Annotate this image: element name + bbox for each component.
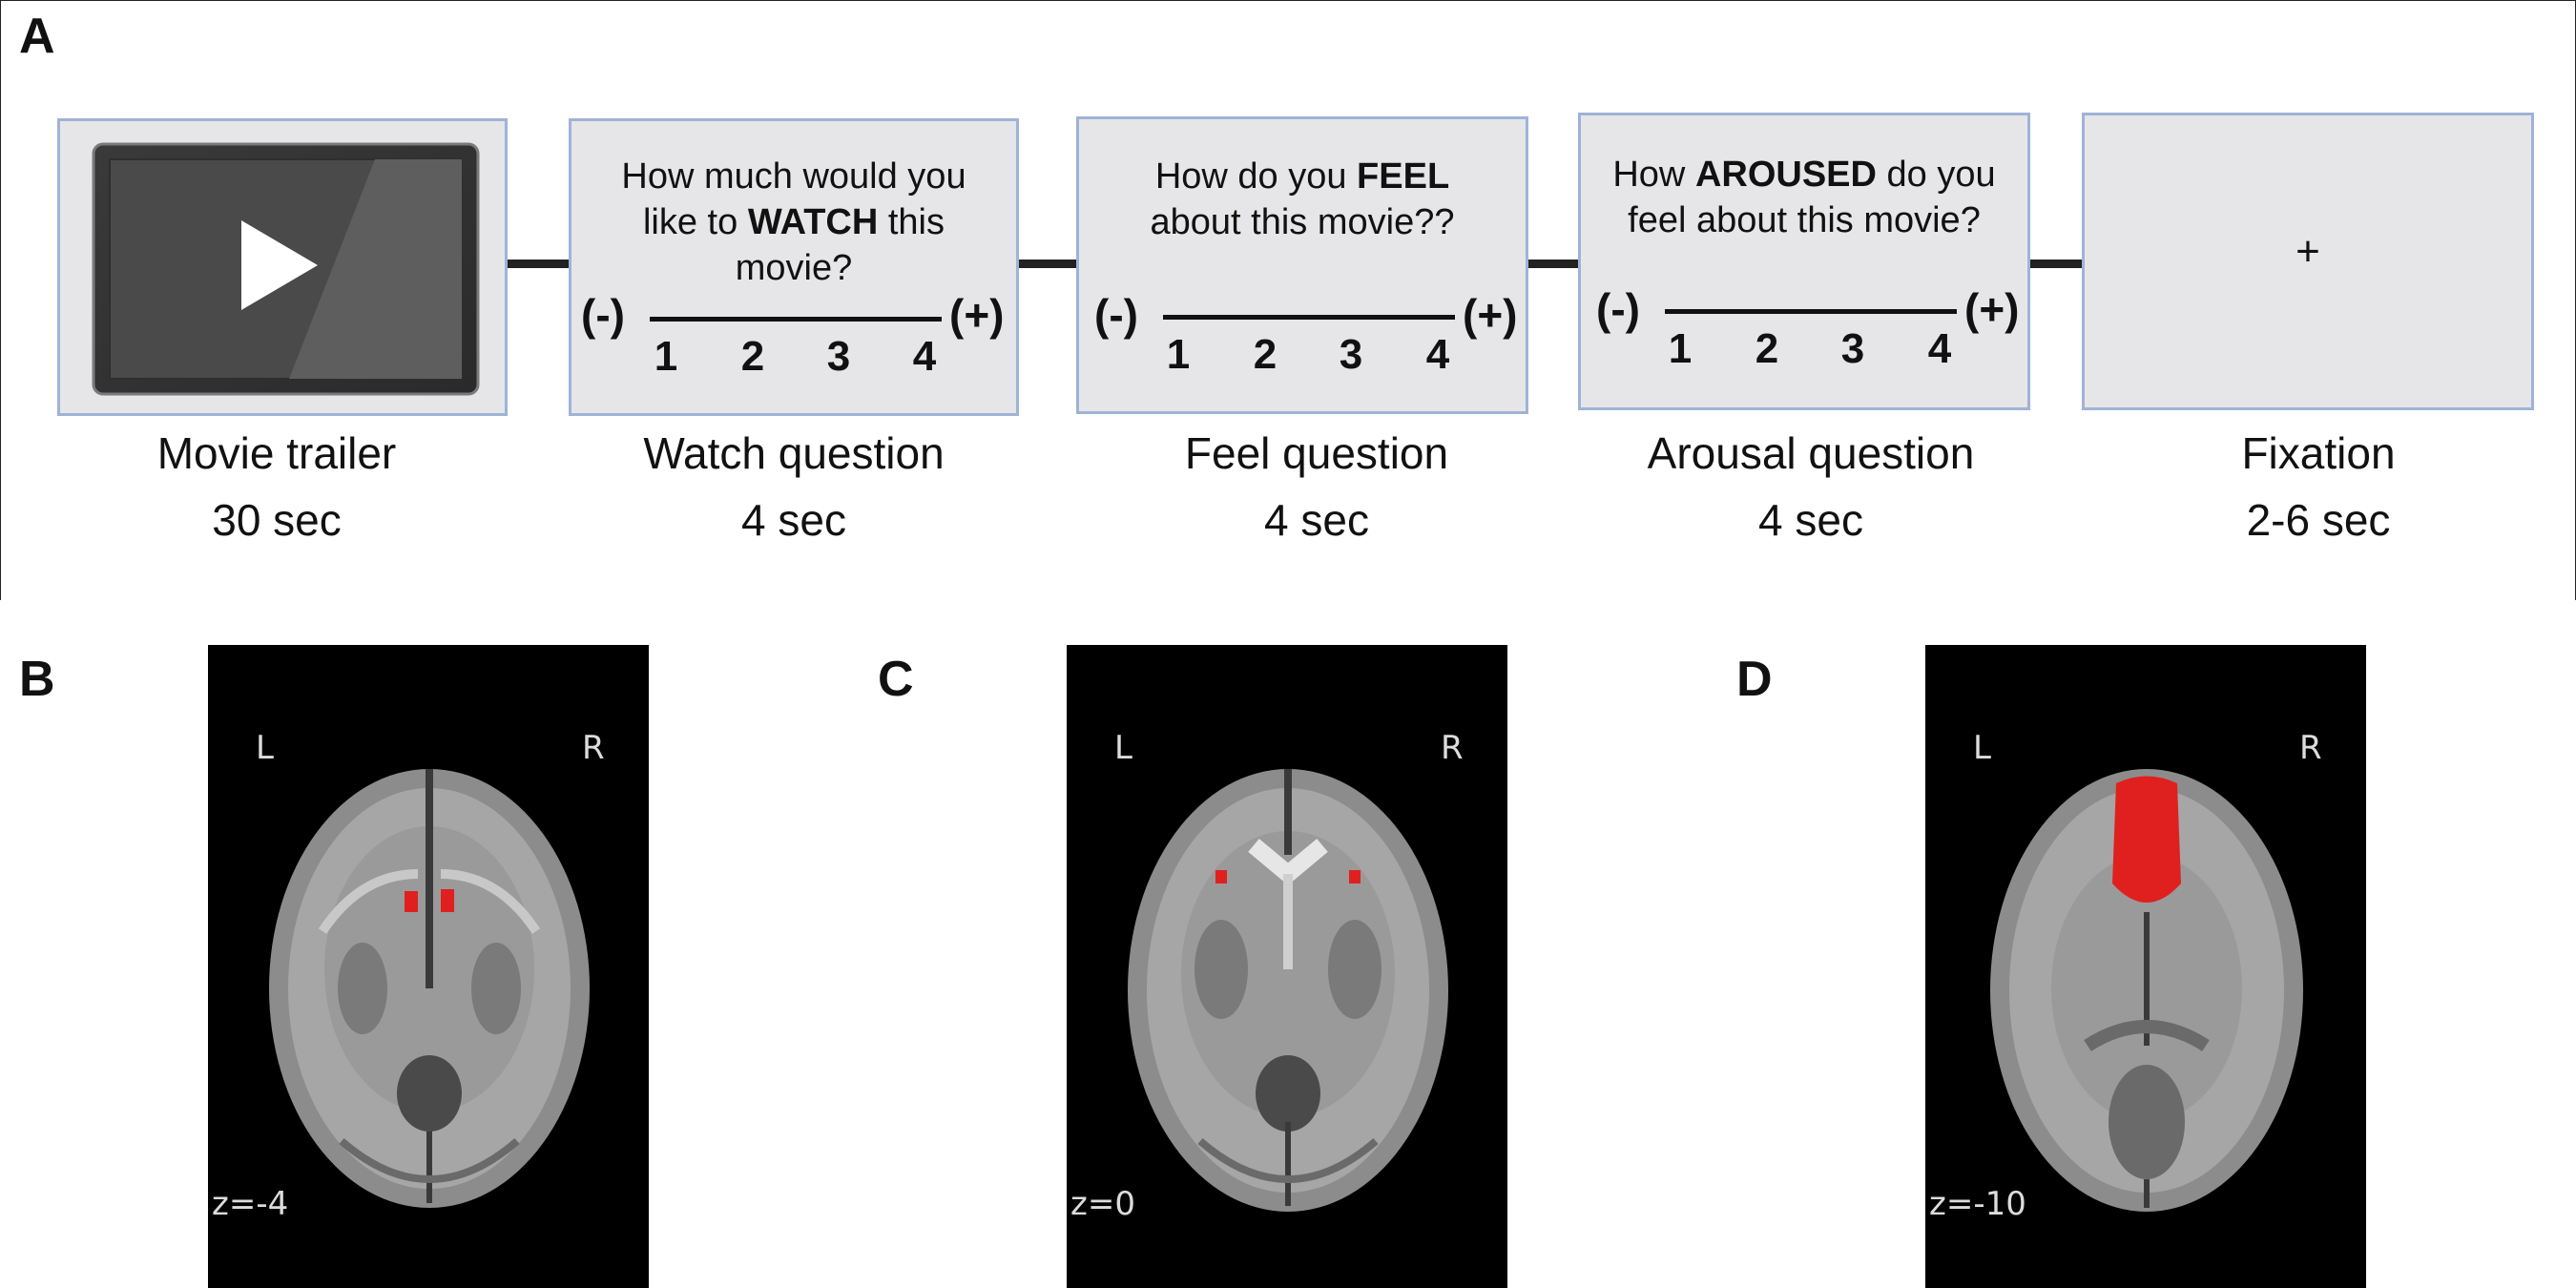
scale-point: 3 (1840, 325, 1865, 372)
scale-positive: (+) (1964, 284, 2020, 334)
z-coordinate-label: z=-4 (212, 1185, 289, 1223)
brain-slice-d: L R z=-10 (1925, 645, 2366, 1288)
roi-region (441, 889, 454, 912)
scale-point: 4 (912, 333, 937, 380)
arousal-question-box: How AROUSED do you feel about this movie… (1578, 113, 2030, 410)
fixation-cross: + (2296, 228, 2320, 275)
play-icon (241, 220, 318, 310)
scale-point: 1 (654, 333, 678, 380)
feel-question-text: How do you FEEL about this movie?? (1150, 156, 1455, 242)
roi-region (1349, 870, 1361, 883)
scale-point: 3 (1339, 331, 1363, 378)
brain-axial-image (269, 769, 590, 1208)
right-label: R (582, 729, 605, 767)
scale-negative: (-) (1094, 290, 1138, 340)
roi-region (2112, 776, 2181, 903)
panel-label-c: C (878, 652, 914, 707)
rating-scale-line (650, 317, 942, 322)
roi-region (405, 891, 418, 912)
right-label: R (1441, 729, 1464, 767)
left-label: L (1114, 729, 1132, 767)
stage-caption: Fixation 2-6 sec (2032, 420, 2576, 553)
panel-label-b: B (19, 652, 55, 707)
stage-caption: Watch question 4 sec (508, 420, 1080, 553)
left-label: L (1973, 729, 1991, 767)
brain-slice-c: L R z=0 (1067, 645, 1507, 1288)
stage-caption: Arousal question 4 sec (1525, 420, 2097, 553)
scale-negative: (-) (1596, 284, 1640, 334)
panel-label-d: D (1736, 652, 1773, 707)
roi-region (1215, 870, 1227, 883)
movie-trailer-box (57, 118, 508, 416)
brain-slice-b: L R z=-4 (208, 645, 649, 1288)
scale-point: 2 (740, 333, 765, 380)
stage-duration: 2-6 sec (2246, 495, 2391, 545)
scale-point: 1 (1166, 331, 1191, 378)
scale-positive: (+) (1463, 290, 1518, 340)
stage-caption: Feel question 4 sec (1030, 420, 1603, 553)
connector-line (1527, 260, 1582, 268)
stage-name: Movie trailer (156, 428, 397, 478)
watch-question-box: How much would you like to WATCH this mo… (569, 118, 1019, 416)
video-player-icon (92, 142, 480, 396)
stage-duration: 30 sec (212, 495, 342, 545)
stage-name: Fixation (2241, 428, 2396, 478)
z-coordinate-label: z=0 (1070, 1185, 1135, 1223)
stage-name: Watch question (643, 428, 945, 478)
feel-question-box: How do you FEEL about this movie?? (-) (… (1076, 116, 1528, 414)
panel-label-a: A (19, 9, 55, 64)
stage-name: Arousal question (1647, 428, 1975, 478)
connector-line (1017, 260, 1078, 268)
scale-point: 1 (1668, 325, 1693, 372)
fixation-box: + (2082, 113, 2534, 410)
stage-duration: 4 sec (1264, 495, 1369, 545)
arousal-question-text: How AROUSED do you feel about this movie… (1612, 155, 1996, 240)
connector-line (2028, 260, 2082, 268)
stage-caption: Movie trailer 30 sec (0, 420, 563, 553)
scale-point: 3 (826, 333, 851, 380)
left-label: L (256, 729, 274, 767)
scale-positive: (+) (949, 290, 1005, 340)
watch-question-text: How much would you like to WATCH this mo… (621, 156, 966, 288)
z-coordinate-label: z=-10 (1929, 1185, 2026, 1223)
scale-point: 2 (1755, 325, 1779, 372)
stage-duration: 4 sec (741, 495, 846, 545)
scale-negative: (-) (581, 290, 625, 340)
brain-axial-image (1990, 769, 2303, 1212)
stage-name: Feel question (1184, 428, 1449, 478)
connector-line (506, 260, 571, 268)
scale-point: 2 (1253, 331, 1278, 378)
right-label: R (2299, 729, 2322, 767)
rating-scale-line (1665, 309, 1957, 314)
stage-duration: 4 sec (1758, 495, 1863, 545)
brain-axial-image (1128, 769, 1448, 1212)
scale-point: 4 (1927, 325, 1952, 372)
rating-scale-line (1163, 315, 1455, 320)
scale-point: 4 (1425, 331, 1450, 378)
